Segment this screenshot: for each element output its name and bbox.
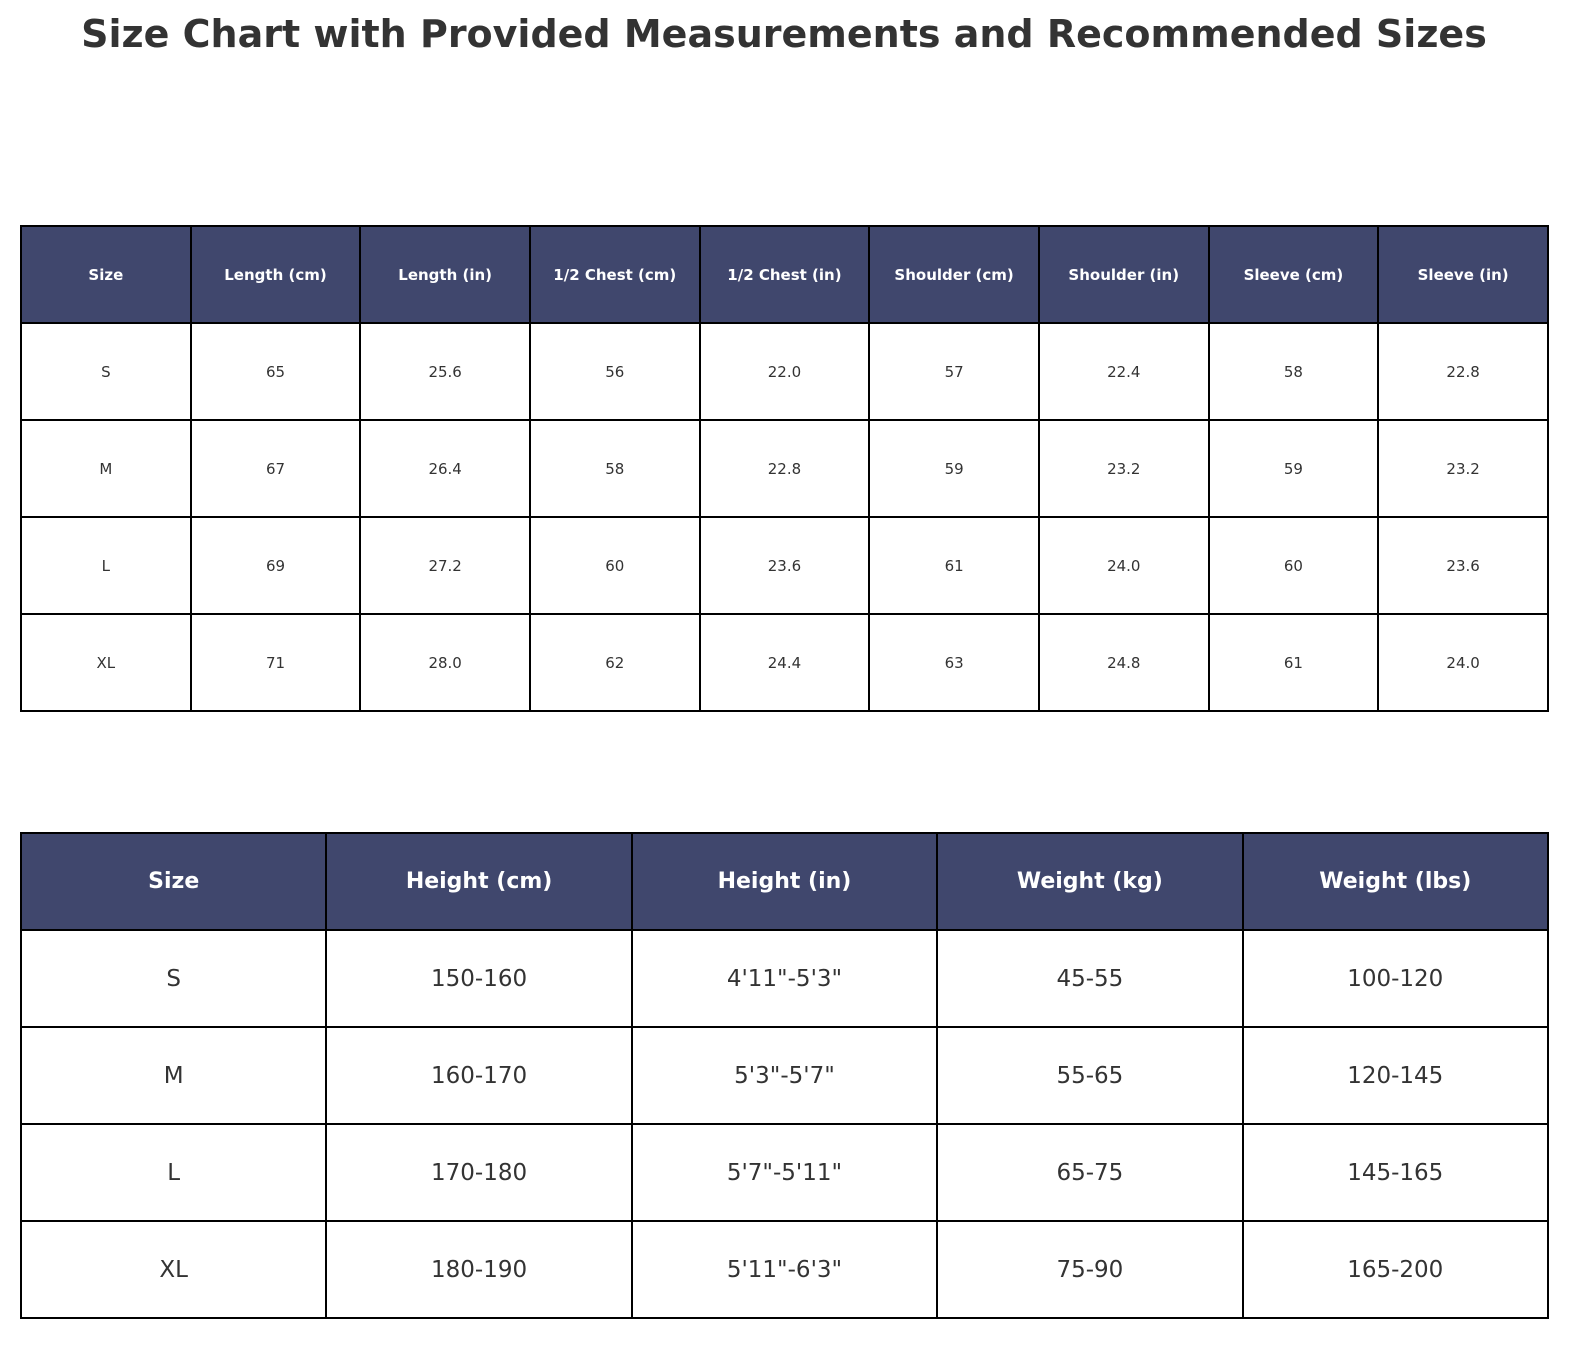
table-cell: 22.4 [1037, 322, 1210, 421]
table-cell: 5'3"-5'7" [630, 1026, 939, 1125]
table-cell: 24.8 [1037, 613, 1210, 712]
table-cell: 165-200 [1241, 1220, 1550, 1319]
table-row: M 67 26.4 58 22.8 59 23.2 59 23.2 [20, 419, 1549, 518]
table-cell: 23.6 [698, 516, 871, 615]
table-cell: M [19, 1026, 328, 1125]
table-row: L 69 27.2 60 23.6 61 24.0 60 23.6 [20, 516, 1549, 615]
table-cell: 120-145 [1241, 1026, 1550, 1125]
table-cell: 58 [1207, 322, 1380, 421]
header-cell: Height (in) [630, 832, 939, 931]
table-cell: 58 [528, 419, 701, 518]
table-cell: 69 [189, 516, 362, 615]
measurements-table: Size Length (cm) Length (in) 1/2 Chest (cm)… [20, 225, 1549, 712]
header-cell: 1/2 Chest (in) [698, 225, 871, 324]
header-cell: 1/2 Chest (cm) [528, 225, 701, 324]
table-cell: 145-165 [1241, 1123, 1550, 1222]
header-cell: Shoulder (in) [1037, 225, 1210, 324]
table-cell: 59 [868, 419, 1040, 518]
table-cell: 57 [868, 322, 1040, 421]
recommended-table: Size Height (cm) Height (in) Weight (kg) Wei… [19, 832, 1550, 1319]
table-cell: 62 [528, 613, 701, 712]
table-cell: 61 [868, 516, 1040, 615]
header-cell: Weight (lbs) [1241, 832, 1550, 931]
table-cell: 22.0 [698, 322, 871, 421]
table-cell: 23.2 [1037, 419, 1210, 518]
table-row: XL 180-190 5'11"-6'3" 75-90 165-200 [19, 1220, 1550, 1319]
table-cell: 26.4 [359, 419, 531, 518]
table-cell: 55-65 [936, 1026, 1244, 1125]
table-cell: 23.2 [1377, 419, 1549, 518]
table-cell: 160-170 [325, 1026, 633, 1125]
table-cell: M [20, 419, 192, 518]
table-cell: 5'11"-6'3" [630, 1220, 939, 1319]
header-cell: Sleeve (cm) [1207, 225, 1380, 324]
header-row: Size Height (cm) Height (in) Weight (kg) Wei… [19, 832, 1550, 931]
table-cell: S [20, 322, 192, 421]
header-cell: Height (cm) [325, 832, 633, 931]
table-cell: 60 [528, 516, 701, 615]
header-cell: Shoulder (cm) [868, 225, 1040, 324]
table-cell: 60 [1207, 516, 1380, 615]
table-cell: 150-160 [325, 929, 633, 1028]
table-cell: 24.0 [1037, 516, 1210, 615]
table-row: S 150-160 4'11"-5'3" 45-55 100-120 [19, 929, 1550, 1028]
table-cell: 61 [1207, 613, 1380, 712]
title: Size Chart with Provided Measurements an… [81, 12, 1487, 56]
table-cell: 28.0 [359, 613, 531, 712]
table-row: S 65 25.6 56 22.0 57 22.4 58 22.8 [20, 322, 1549, 421]
table-row: M 160-170 5'3"-5'7" 55-65 120-145 [19, 1026, 1550, 1125]
table-cell: 22.8 [698, 419, 871, 518]
header-row: Size Length (cm) Length (in) 1/2 Chest (cm)… [20, 225, 1549, 324]
table-cell: 24.4 [698, 613, 871, 712]
table-cell: XL [20, 613, 192, 712]
table-cell: 170-180 [325, 1123, 633, 1222]
table-cell: 180-190 [325, 1220, 633, 1319]
table-cell: 71 [189, 613, 362, 712]
table-cell: 27.2 [359, 516, 531, 615]
table-cell: 65 [189, 322, 362, 421]
header-cell: Weight (kg) [936, 832, 1244, 931]
header-cell: Length (cm) [189, 225, 362, 324]
table-cell: 24.0 [1377, 613, 1549, 712]
header-cell: Size [20, 225, 192, 324]
header-cell: Length (in) [359, 225, 531, 324]
table-row: L 170-180 5'7"-5'11" 65-75 145-165 [19, 1123, 1550, 1222]
table-cell: L [19, 1123, 328, 1222]
table-cell: 100-120 [1241, 929, 1550, 1028]
table-cell: 45-55 [936, 929, 1244, 1028]
table-cell: 22.8 [1377, 322, 1549, 421]
table-cell: S [19, 929, 328, 1028]
table-row: XL 71 28.0 62 24.4 63 24.8 61 24.0 [20, 613, 1549, 712]
table-cell: 65-75 [936, 1123, 1244, 1222]
table-cell: 4'11"-5'3" [630, 929, 939, 1028]
table-cell: XL [19, 1220, 328, 1319]
table-cell: 59 [1207, 419, 1380, 518]
table-cell: 75-90 [936, 1220, 1244, 1319]
table-cell: 23.6 [1377, 516, 1549, 615]
table-cell: 67 [189, 419, 362, 518]
table-cell: 5'7"-5'11" [630, 1123, 939, 1222]
table-cell: 56 [528, 322, 701, 421]
header-cell: Size [19, 832, 328, 931]
table-cell: L [20, 516, 192, 615]
header-cell: Sleeve (in) [1377, 225, 1549, 324]
table-cell: 25.6 [359, 322, 531, 421]
table-cell: 63 [868, 613, 1040, 712]
